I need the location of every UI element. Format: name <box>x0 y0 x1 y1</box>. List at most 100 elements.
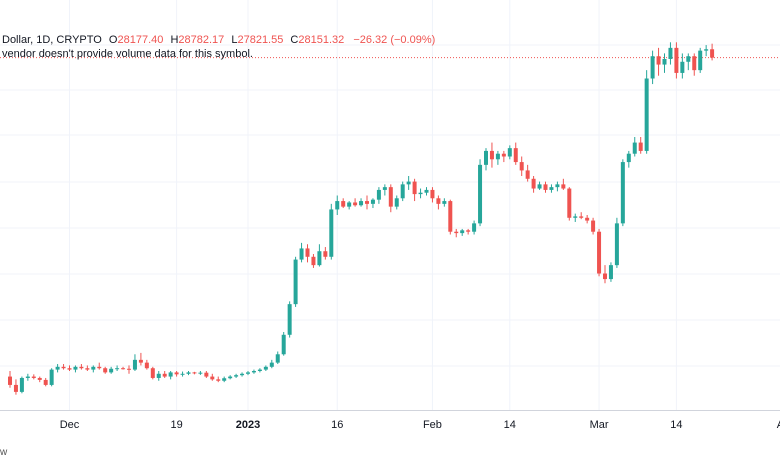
candle-down[interactable] <box>210 373 215 381</box>
candle-down[interactable] <box>311 254 316 268</box>
candle-down[interactable] <box>638 137 643 154</box>
candle-down[interactable] <box>674 42 679 79</box>
candle-up[interactable] <box>698 47 703 73</box>
candle-up[interactable] <box>406 176 411 190</box>
candle-down[interactable] <box>216 376 221 383</box>
candle-up[interactable] <box>180 371 185 377</box>
candle-up[interactable] <box>608 262 613 282</box>
candle-down[interactable] <box>174 371 179 377</box>
candle-up[interactable] <box>484 148 488 171</box>
candle-up[interactable] <box>251 369 256 374</box>
candle-down[interactable] <box>597 228 602 277</box>
candle-up[interactable] <box>620 159 625 227</box>
symbol-label[interactable]: Dollar, 1D, CRYPTO <box>2 34 102 46</box>
candle-down[interactable] <box>561 178 566 190</box>
candle-up[interactable] <box>632 137 637 157</box>
candle-down[interactable] <box>37 376 42 383</box>
candle-up[interactable] <box>400 181 405 202</box>
candle-down[interactable] <box>31 374 36 380</box>
candle-up[interactable] <box>507 145 512 160</box>
candle-up[interactable] <box>376 187 381 204</box>
candle-down[interactable] <box>525 164 530 182</box>
candle-down[interactable] <box>448 199 453 235</box>
candle-up[interactable] <box>263 365 268 371</box>
candle-up[interactable] <box>668 42 673 65</box>
candle-down[interactable] <box>61 364 66 370</box>
candle-up[interactable] <box>287 301 292 338</box>
candle-up[interactable] <box>329 203 334 260</box>
candle-up[interactable] <box>269 359 274 369</box>
candle-up[interactable] <box>222 376 227 383</box>
candle-down[interactable] <box>162 371 167 378</box>
candle-up[interactable] <box>73 365 78 373</box>
candle-down[interactable] <box>97 362 102 370</box>
candle-up[interactable] <box>537 181 542 190</box>
candle-down[interactable] <box>144 359 149 370</box>
candle-up[interactable] <box>662 53 667 73</box>
candle-down[interactable] <box>430 187 435 203</box>
candle-up[interactable] <box>347 201 352 210</box>
candle-up[interactable] <box>19 376 24 394</box>
candle-up[interactable] <box>614 217 619 268</box>
candle-down[interactable] <box>436 195 441 210</box>
candle-down[interactable] <box>501 150 506 163</box>
candle-up[interactable] <box>382 184 387 196</box>
candle-down[interactable] <box>67 365 72 371</box>
candle-up[interactable] <box>228 375 233 380</box>
candle-up[interactable] <box>168 371 173 380</box>
candle-down[interactable] <box>341 198 346 209</box>
candle-up[interactable] <box>91 365 96 373</box>
candle-up[interactable] <box>109 366 114 374</box>
candle-down[interactable] <box>79 364 84 370</box>
candle-up[interactable] <box>394 195 399 210</box>
candle-up[interactable] <box>495 150 500 165</box>
candle-down[interactable] <box>412 178 417 202</box>
candle-down[interactable] <box>43 377 48 387</box>
candle-up[interactable] <box>275 351 280 365</box>
candle-up[interactable] <box>156 371 161 381</box>
candle-up[interactable] <box>293 256 298 307</box>
candle-up[interactable] <box>549 184 554 193</box>
candle-up[interactable] <box>644 70 649 154</box>
candle-down[interactable] <box>692 53 697 76</box>
candle-down[interactable] <box>121 366 126 370</box>
candle-up[interactable] <box>281 332 286 356</box>
candle-up[interactable] <box>573 213 578 222</box>
candle-up[interactable] <box>335 195 340 216</box>
candle-down[interactable] <box>192 371 197 375</box>
candle-up[interactable] <box>55 364 60 373</box>
candle-up[interactable] <box>25 373 30 381</box>
candle-up[interactable] <box>257 368 262 373</box>
candle-down[interactable] <box>519 156 524 177</box>
candle-down[interactable] <box>513 142 518 165</box>
candle-down[interactable] <box>323 247 328 260</box>
candle-up[interactable] <box>132 354 137 371</box>
candle-down[interactable] <box>531 176 536 193</box>
candle-down[interactable] <box>585 215 590 224</box>
candle-up[interactable] <box>115 365 120 371</box>
candle-down[interactable] <box>567 187 572 221</box>
candle-up[interactable] <box>418 188 423 199</box>
candle-down[interactable] <box>138 352 143 366</box>
candle-down[interactable] <box>85 365 90 371</box>
candle-up[interactable] <box>442 198 447 207</box>
candle-down[interactable] <box>365 195 369 210</box>
candle-down[interactable] <box>103 366 108 374</box>
candle-up[interactable] <box>299 242 304 263</box>
candle-down[interactable] <box>150 366 155 380</box>
candle-up[interactable] <box>478 159 483 227</box>
candle-up[interactable] <box>234 373 239 378</box>
candle-up[interactable] <box>424 187 429 196</box>
candle-down[interactable] <box>204 371 209 378</box>
candle-up[interactable] <box>186 371 191 376</box>
candle-up[interactable] <box>704 45 709 57</box>
candle-down[interactable] <box>489 142 494 168</box>
candle-down[interactable] <box>388 184 393 213</box>
candle-down[interactable] <box>656 47 661 76</box>
candle-up[interactable] <box>686 53 691 71</box>
candle-up[interactable] <box>460 228 465 236</box>
candle-up[interactable] <box>246 371 250 376</box>
candle-down[interactable] <box>127 365 131 374</box>
candle-up[interactable] <box>626 150 631 168</box>
